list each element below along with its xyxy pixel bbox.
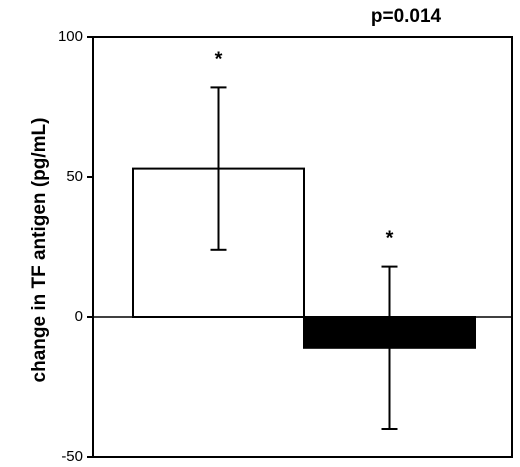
error-bar-group-1 [210, 86, 227, 251]
y-axis-label: change in TF antigen (pg/mL) [29, 118, 50, 383]
y-tick-label-50: 50 [66, 168, 83, 185]
error-bar-group-2 [381, 265, 398, 430]
y-tick-label-100: 100 [58, 28, 83, 45]
significance-star-1: * [215, 48, 223, 70]
y-tick-label-minus-50: -50 [61, 448, 83, 465]
y-tick-label-0: 0 [75, 308, 83, 325]
plot-frame [92, 36, 513, 458]
p-value-annotation: p=0.014 [371, 6, 442, 27]
significance-star-2: * [386, 228, 394, 250]
